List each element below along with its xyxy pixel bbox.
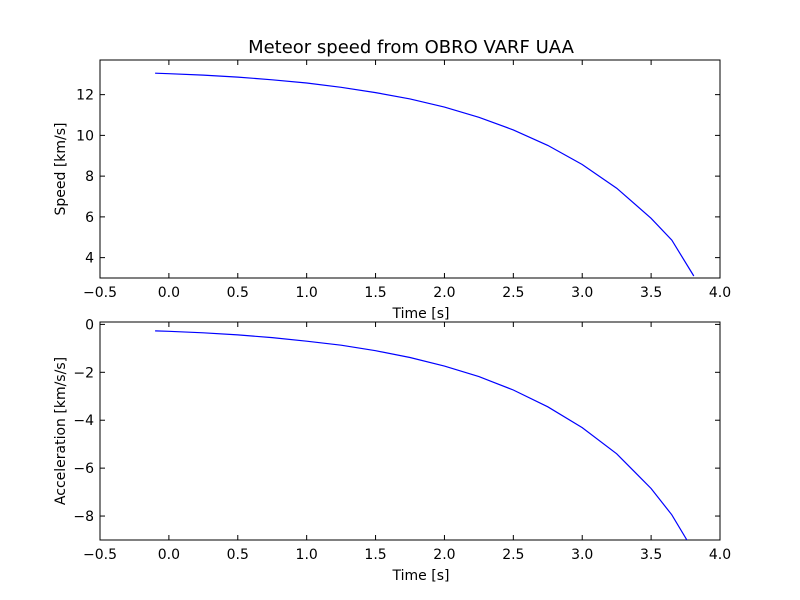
acceleration-x-tick-label: −0.5 [83, 547, 117, 563]
acceleration-x-tick-label: 3.5 [640, 547, 662, 563]
speed-x-tick-label: 1.5 [364, 285, 386, 301]
acceleration-x-tick-label: 0.5 [227, 547, 249, 563]
acceleration-series-line [155, 330, 688, 540]
speed-x-tick-label: 2.0 [433, 285, 455, 301]
speed-plot: −0.5 0.0 0.5 1.0 1.5 2.0 2.5 3.0 3.5 4.0 4 6 8 10 12 Ti… [53, 59, 731, 322]
speed-x-tick-label: 0.5 [227, 285, 249, 301]
speed-y-tick-label: 12 [76, 88, 94, 104]
acceleration-y-tick-label: −6 [73, 461, 94, 477]
speed-x-tick-label: 0.0 [158, 285, 180, 301]
speed-axes-frame [99, 59, 721, 279]
acceleration-y-tick-label: −2 [73, 365, 94, 381]
speed-x-axis-label: Time [s] [392, 306, 450, 322]
speed-series-line [155, 72, 695, 277]
acceleration-y-tick-label: −8 [73, 509, 94, 525]
speed-x-tick-label: 4.0 [709, 285, 731, 301]
acceleration-x-tick-label: 2.5 [502, 547, 524, 563]
acceleration-x-tick-label: 4.0 [709, 547, 731, 563]
speed-x-tick-label: 1.0 [296, 285, 318, 301]
speed-x-tick-label: 3.5 [640, 285, 662, 301]
chart-title: Meteor speed from OBRO VARF UAA [248, 37, 575, 58]
speed-y-tick-label: 6 [85, 210, 94, 226]
acceleration-y-tick-label: 0 [85, 317, 94, 333]
acceleration-x-tick-label: 2.0 [433, 547, 455, 563]
speed-y-tick-label: 10 [76, 128, 94, 144]
acceleration-x-tick-label: 3.0 [571, 547, 593, 563]
acceleration-y-axis-label: Acceleration [km/s/s] [53, 357, 69, 505]
speed-x-tick-label: 3.0 [571, 285, 593, 301]
speed-x-tick-label: −0.5 [83, 285, 117, 301]
acceleration-x-tick-label: 1.5 [364, 547, 386, 563]
acceleration-plot: −0.5 0.0 0.5 1.0 1.5 2.0 2.5 3.0 3.5 4.0 0 −2 −4 −6 −8… [53, 317, 731, 584]
acceleration-x-tick-label: 1.0 [296, 547, 318, 563]
speed-y-tick-label: 8 [85, 169, 94, 185]
speed-y-tick-label: 4 [85, 251, 94, 267]
acceleration-x-tick-label: 0.0 [158, 547, 180, 563]
speed-x-tick-label: 2.5 [502, 285, 524, 301]
acceleration-x-axis-label: Time [s] [392, 568, 450, 584]
acceleration-axes-frame [99, 321, 721, 541]
speed-y-axis-label: Speed [km/s] [53, 122, 69, 215]
acceleration-y-tick-label: −4 [73, 413, 94, 429]
